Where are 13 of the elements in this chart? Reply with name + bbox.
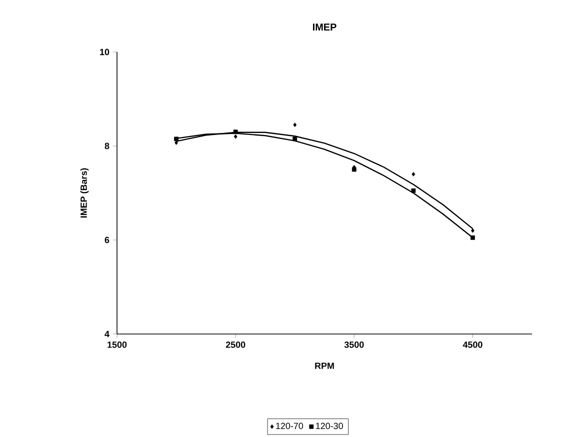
y-tick-label: 10	[100, 48, 110, 56]
x-tick-label: 2500	[226, 342, 246, 348]
x-tick-label: 3500	[344, 342, 364, 348]
y-tick-label: 4	[104, 330, 110, 338]
y-tick-label: 6	[104, 236, 110, 244]
x-tick-label: 4500	[462, 342, 482, 348]
x-axis-title: RPM	[315, 362, 334, 369]
legend-label: 120-70	[276, 422, 304, 430]
x-tick-label: 1500	[108, 342, 127, 348]
chart-title: IMEP	[313, 24, 336, 30]
y-tick-label: 8	[104, 142, 110, 150]
y-axis-title: IMEP (Bars)	[80, 168, 89, 218]
legend-label: 120-30	[316, 422, 343, 430]
